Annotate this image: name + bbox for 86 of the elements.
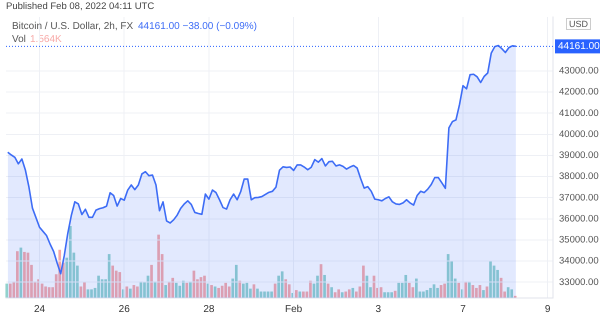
bar — [252, 284, 256, 298]
y-tick-label: 38000.00 — [559, 171, 599, 182]
bar — [274, 284, 276, 298]
bar — [8, 284, 12, 298]
bar — [140, 281, 142, 298]
bar — [80, 286, 82, 298]
chart-subtitle: 44161.00 −38.00 (−0.09%) — [138, 21, 257, 32]
y-tick-label: 39000.00 — [559, 150, 599, 162]
bar — [489, 260, 492, 298]
bar — [320, 264, 322, 298]
bar — [203, 276, 206, 298]
bar — [242, 284, 245, 298]
bar — [200, 277, 202, 298]
bar — [323, 274, 326, 298]
bar — [146, 276, 150, 298]
bar — [432, 284, 436, 298]
bar — [326, 284, 330, 298]
x-tick-label: Feb — [285, 304, 303, 315]
bar — [132, 285, 136, 298]
bar — [440, 285, 442, 298]
x-tick-label: 28 — [203, 304, 215, 315]
bar — [426, 290, 428, 298]
x-tick-label: 26 — [118, 304, 130, 315]
bar — [260, 292, 262, 298]
y-tick-label: 43000.00 — [559, 66, 599, 76]
y-tick-label: 35000.00 — [559, 234, 599, 246]
ref-line-label: 44161.00 — [558, 41, 600, 52]
x-tick-label: 7 — [460, 304, 466, 315]
text: Published Feb 08, 2022 04:11 UTC — [6, 1, 154, 12]
y-tick-label: 41000.00 — [559, 108, 599, 119]
bar — [97, 276, 100, 298]
x-tick-label: 24 — [34, 304, 46, 315]
bar — [366, 276, 368, 298]
bar — [482, 290, 485, 298]
bar — [422, 292, 425, 298]
bar — [26, 252, 30, 298]
y-tick-label: 34000.00 — [559, 256, 599, 267]
bar — [478, 285, 482, 298]
bar — [23, 252, 26, 298]
y-tick-label: 40000.00 — [559, 128, 599, 140]
bar — [457, 282, 460, 298]
chart-title: Bitcoin / U.S. Dollar, 2h, FX — [12, 21, 134, 32]
y-tick-label: 36000.00 — [559, 213, 599, 224]
bar — [192, 270, 196, 298]
x-tick-label: 3 — [376, 304, 382, 315]
bar — [486, 286, 488, 298]
bar — [411, 287, 414, 298]
bar — [429, 288, 432, 298]
bar — [492, 266, 496, 298]
bar — [266, 292, 270, 298]
bar — [506, 287, 510, 298]
y-axis-title: USD — [566, 18, 592, 30]
bar — [186, 282, 188, 298]
bar — [246, 282, 248, 298]
bar — [256, 288, 259, 298]
bar — [372, 276, 376, 298]
bar — [309, 280, 312, 298]
bar — [263, 292, 266, 298]
bar — [83, 282, 86, 298]
y-tick-label: 42000.00 — [559, 86, 599, 98]
bar — [408, 282, 411, 298]
bar — [86, 289, 90, 298]
y-tick-label: 33000.00 — [559, 276, 599, 288]
bar — [224, 282, 228, 298]
bar — [136, 286, 139, 298]
bar — [5, 284, 8, 298]
y-tick-label: 37000.00 — [559, 192, 599, 204]
bar — [316, 276, 319, 298]
bar — [174, 282, 178, 298]
bar — [154, 281, 156, 298]
x-tick-label: 9 — [544, 304, 551, 315]
bar — [48, 287, 50, 298]
bar — [443, 284, 446, 298]
bar — [397, 282, 400, 298]
bar — [330, 287, 333, 298]
bar — [129, 288, 132, 298]
bar — [210, 285, 213, 298]
bar — [383, 292, 386, 298]
bar — [436, 288, 439, 298]
bar — [472, 285, 474, 298]
bar — [496, 270, 499, 298]
bar — [164, 285, 168, 298]
bar — [380, 287, 382, 298]
bar — [90, 289, 93, 298]
bar — [150, 264, 153, 298]
bar — [40, 284, 44, 298]
